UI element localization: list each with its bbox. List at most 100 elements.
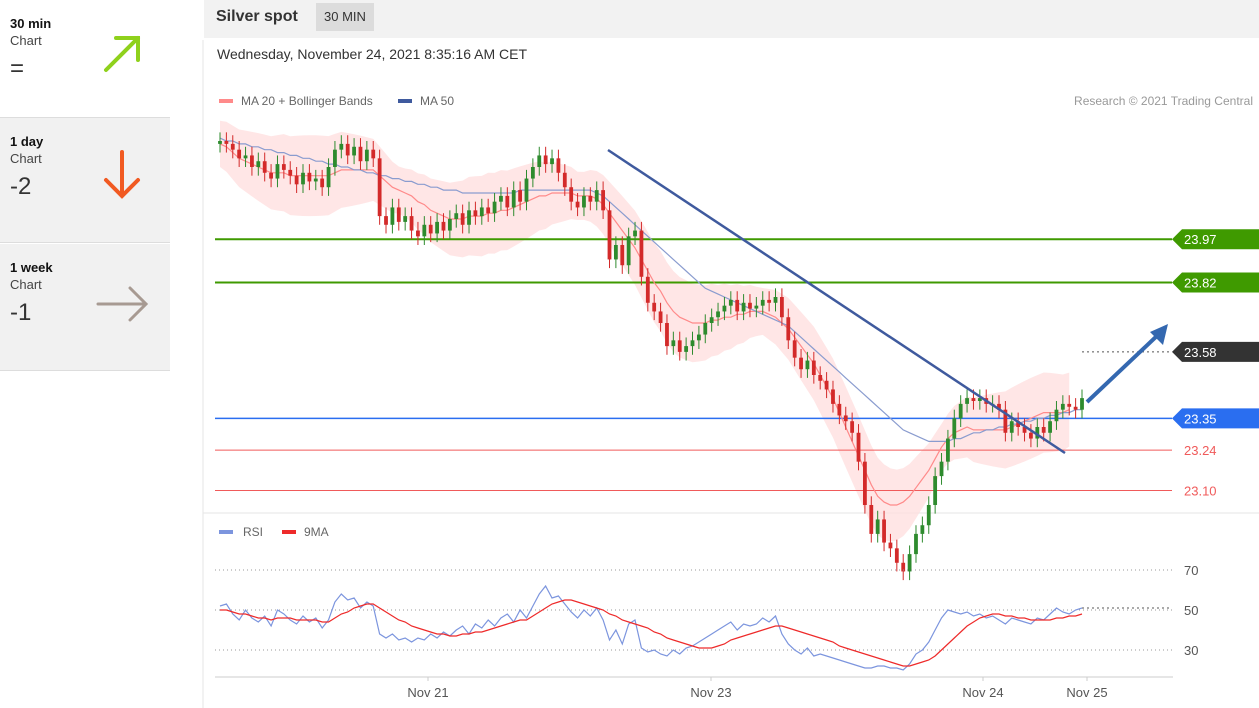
candle-body <box>409 216 414 231</box>
candle-body <box>863 461 867 505</box>
ma20-swatch <box>219 99 233 103</box>
candle-body <box>933 476 938 505</box>
ma20-legend-label: MA 20 + Bollinger Bands <box>241 94 373 108</box>
candle-body <box>486 207 491 214</box>
candle-body <box>454 213 459 219</box>
x-tick-label: Nov 24 <box>962 685 1003 700</box>
candle-body <box>301 172 305 185</box>
candle-body <box>550 158 554 165</box>
projection-arrow <box>1085 331 1162 404</box>
candle-body <box>741 302 746 312</box>
sidebar-card-1week[interactable]: 1 week Chart -1 <box>0 244 170 371</box>
candle-body <box>837 403 842 416</box>
x-tick-label: Nov 25 <box>1066 685 1107 700</box>
candle-body <box>709 317 714 323</box>
candle-body <box>1041 427 1046 433</box>
level-tag-23.58 <box>1172 341 1259 362</box>
level-label-23.24: 23.24 <box>1184 443 1217 458</box>
sidebar-card-1day[interactable]: 1 day Chart -2 <box>0 118 170 243</box>
rsi-ma-legend-label: 9MA <box>304 525 329 539</box>
candle-body <box>946 438 950 462</box>
rsi-line <box>219 584 1083 671</box>
timeframe-sidebar: 30 min Chart = 1 day Chart -2 1 week Cha… <box>0 0 170 371</box>
candle-body <box>626 236 631 266</box>
down-arrow-icon <box>104 150 140 199</box>
candle-body <box>760 299 765 306</box>
right-arrow-icon <box>96 286 149 322</box>
level-label-23.35: 23.35 <box>1184 411 1217 426</box>
candle-body <box>958 403 963 419</box>
candle-body <box>333 149 337 167</box>
sidebar-card-30min[interactable]: 30 min Chart = <box>0 0 170 118</box>
card-score: -2 <box>10 173 32 200</box>
level-label-23.97: 23.97 <box>1184 232 1217 247</box>
candle-body <box>716 311 720 318</box>
candle-body <box>920 525 925 534</box>
x-tick-label: Nov 21 <box>407 685 448 700</box>
candle-body <box>262 161 267 173</box>
candle-body <box>275 164 280 179</box>
candle-body <box>1054 409 1059 422</box>
candle-body <box>1029 432 1033 439</box>
candle-body <box>907 554 912 572</box>
card-subtitle: Chart <box>10 151 42 166</box>
candle-body <box>441 221 446 231</box>
rsi-plot-area: 70 50 30 <box>215 563 1198 671</box>
candle-body <box>875 519 880 534</box>
ma50-swatch <box>398 99 412 103</box>
rsi-ma-line <box>220 599 1083 667</box>
candle-body <box>818 375 823 381</box>
candle-body <box>639 230 644 277</box>
candle-body <box>1035 427 1040 439</box>
candle-body <box>696 334 701 341</box>
candle-body <box>971 398 976 401</box>
candle-body <box>224 141 229 144</box>
chart-header: Silver spot 30 MIN <box>204 0 1259 38</box>
candle-body <box>671 340 676 347</box>
rsi-tick-label: 30 <box>1184 643 1198 658</box>
copyright-text: Research © 2021 Trading Central <box>1074 94 1253 108</box>
candle-body <box>754 305 759 309</box>
candle-body <box>767 299 772 303</box>
candle-body <box>786 317 791 341</box>
ma50-legend-label: MA 50 <box>420 94 454 108</box>
timeframe-badge[interactable]: 30 MIN <box>316 3 374 31</box>
candle-body <box>1009 421 1014 433</box>
candle-body <box>684 346 689 352</box>
candle-body <box>1067 403 1072 407</box>
candle-body <box>505 195 510 208</box>
candle-body <box>460 213 465 225</box>
candle-body <box>447 219 452 231</box>
candle-body <box>313 178 318 182</box>
candle-body <box>728 299 733 306</box>
candle-body <box>843 415 848 422</box>
candle-body <box>658 311 663 323</box>
candle-body <box>473 210 478 217</box>
card-period: 30 min <box>10 16 52 31</box>
candle-body <box>575 201 580 208</box>
candle-body <box>882 519 886 543</box>
candle-body <box>569 187 574 202</box>
candle-body <box>1016 421 1021 427</box>
candle-body <box>326 167 331 188</box>
candle-body <box>869 505 874 534</box>
candle-body <box>467 210 471 225</box>
candle-body <box>479 207 484 217</box>
candle-body <box>307 172 312 182</box>
level-tag-23.97 <box>1172 229 1259 250</box>
candle-body <box>799 357 803 370</box>
candle-body <box>416 230 420 237</box>
level-label-23.58: 23.58 <box>1184 345 1217 360</box>
candle-body <box>530 167 535 179</box>
candle-body <box>1080 398 1084 410</box>
card-subtitle: Chart <box>10 33 42 48</box>
ma50-line <box>219 137 1082 442</box>
candle-body <box>511 190 516 208</box>
candle-body <box>601 190 606 211</box>
up-right-arrow-icon <box>104 36 140 72</box>
candle-body <box>371 149 376 159</box>
candle-body <box>735 299 740 312</box>
candle-body <box>894 548 899 563</box>
candle-body <box>690 340 695 347</box>
